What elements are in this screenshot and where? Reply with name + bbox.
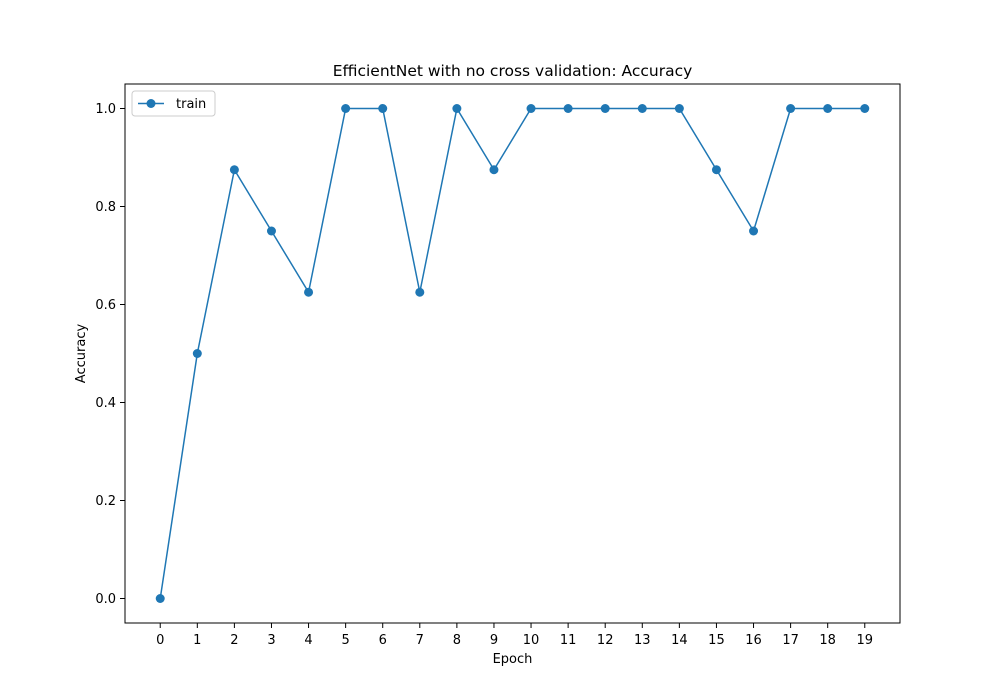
x-tick-label: 7 (416, 633, 424, 648)
data-point (860, 104, 870, 113)
x-tick-label: 1 (193, 633, 201, 648)
data-point (452, 104, 462, 113)
data-point (786, 104, 796, 113)
data-point (637, 104, 647, 113)
y-tick-label: 0.0 (95, 592, 116, 607)
y-tick-label: 0.4 (95, 396, 116, 411)
data-point (489, 165, 499, 175)
legend-box (131, 90, 216, 117)
x-tick-label: 11 (560, 633, 577, 648)
x-tick-label: 6 (379, 633, 387, 648)
x-axis-label: Epoch (493, 652, 533, 667)
x-tick-label: 16 (745, 633, 762, 648)
x-tick-label: 4 (304, 633, 312, 648)
x-tick-label: 10 (523, 633, 540, 648)
data-point (415, 287, 425, 297)
x-tick-label: 19 (856, 633, 873, 648)
data-point (192, 349, 202, 358)
y-axis-ticks: 0.0 0.2 0.4 0.6 0.8 1.0 (95, 102, 125, 607)
series-line-train (159, 107, 865, 599)
data-point (378, 104, 388, 113)
data-point (526, 104, 536, 113)
series-layer (155, 104, 870, 603)
x-tick-label: 3 (267, 633, 275, 648)
chart-title: EfficientNet with no cross validation: A… (333, 62, 693, 80)
legend-series-marker (146, 99, 156, 108)
data-point (711, 165, 721, 175)
x-tick-label: 18 (819, 633, 836, 648)
data-point (674, 104, 684, 113)
data-point (749, 226, 759, 236)
x-tick-label: 2 (230, 633, 238, 648)
x-tick-label: 15 (708, 633, 725, 648)
plot-area (124, 83, 901, 624)
y-tick-label: 0.2 (95, 494, 116, 509)
x-tick-label: 17 (782, 633, 799, 648)
y-tick-label: 0.8 (95, 200, 116, 215)
x-tick-label: 5 (341, 633, 349, 648)
y-tick-label: 0.6 (95, 298, 116, 313)
y-axis-label: Accuracy (74, 324, 89, 384)
legend: train (131, 90, 216, 117)
x-tick-label: 13 (634, 633, 651, 648)
data-point (266, 226, 276, 236)
data-point (229, 165, 239, 175)
data-point (341, 104, 351, 113)
x-tick-label: 9 (490, 633, 498, 648)
data-point (600, 104, 610, 113)
x-tick-label: 12 (597, 633, 614, 648)
y-tick-label: 1.0 (95, 102, 116, 117)
x-tick-label: 8 (453, 633, 461, 648)
data-point (563, 104, 573, 113)
x-tick-label: 0 (156, 633, 164, 648)
x-tick-label: 14 (671, 633, 688, 648)
data-point (823, 104, 833, 113)
legend-series-label: train (176, 97, 206, 112)
data-point (155, 594, 165, 603)
x-axis-ticks: 0 1 2 3 4 5 6 7 8 9 10 11 12 13 14 15 16 17 18 19 (156, 623, 873, 648)
data-point (304, 287, 314, 297)
